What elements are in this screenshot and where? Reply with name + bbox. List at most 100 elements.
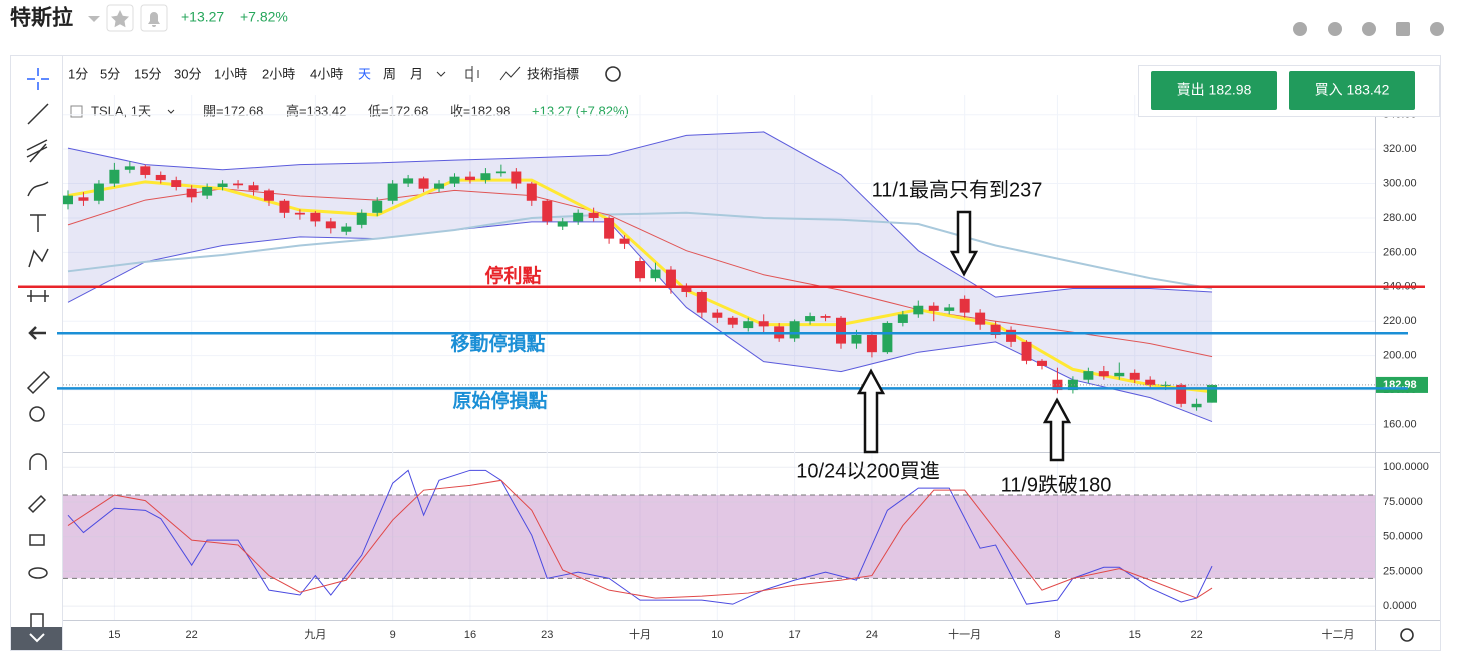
candle-body — [1114, 372, 1125, 377]
interval-button[interactable]: 天 — [358, 66, 371, 81]
interval-button[interactable]: 月 — [410, 66, 423, 81]
text-tool[interactable] — [30, 214, 46, 232]
eye-tool[interactable] — [28, 567, 48, 579]
candle-body — [1052, 379, 1063, 391]
stop-level-label: 停利點 — [484, 264, 541, 287]
candle-body — [294, 212, 305, 215]
brush-tool[interactable] — [27, 181, 49, 197]
oscillator-band — [63, 495, 1375, 579]
candle-body — [186, 188, 197, 198]
candle-body — [975, 312, 986, 325]
candle-body — [604, 217, 615, 239]
candle-body — [387, 183, 398, 201]
back-icon[interactable] — [28, 326, 46, 340]
candle-body — [588, 212, 599, 218]
candle-body — [310, 212, 321, 222]
collapse-button[interactable] — [11, 627, 62, 650]
pie-icon[interactable] — [1293, 22, 1307, 36]
candle-body — [171, 180, 182, 187]
line-tool[interactable] — [27, 103, 49, 125]
pattern-tool[interactable] — [28, 248, 49, 268]
interval-button[interactable]: 2小時 — [262, 66, 295, 81]
interval-button[interactable]: 周 — [383, 66, 396, 81]
x-tick-label: 九月 — [304, 628, 326, 641]
x-tick-label: 十月 — [629, 627, 651, 641]
x-tick-label: 9 — [390, 629, 396, 641]
x-tick-label: 十二月 — [1322, 627, 1355, 641]
ruler-tool[interactable] — [26, 370, 51, 395]
osc-tick-label: 50.0000 — [1383, 531, 1423, 543]
x-tick-label: 17 — [788, 629, 800, 641]
info-icon[interactable] — [1430, 22, 1444, 36]
fib-tool[interactable] — [26, 139, 48, 163]
axis-settings-icon[interactable] — [1400, 628, 1414, 642]
expand-icon[interactable] — [70, 105, 83, 118]
interval-button[interactable]: 15分 — [134, 66, 161, 81]
clock-icon[interactable] — [1362, 22, 1376, 36]
annotation-arrow — [1042, 397, 1072, 462]
interval-button[interactable]: 30分 — [174, 66, 201, 81]
y-tick-label: 280.00 — [1383, 212, 1417, 224]
zoom-tool[interactable] — [29, 406, 45, 422]
candle-body — [480, 173, 491, 181]
candle-body — [464, 176, 475, 181]
alert-button[interactable] — [140, 4, 168, 32]
candle-body — [233, 183, 244, 186]
candle-body — [696, 291, 707, 313]
candle-body — [727, 317, 738, 325]
lock-tool[interactable] — [29, 534, 45, 546]
candle-body — [866, 334, 877, 353]
interval-button[interactable]: 1分 — [68, 66, 88, 81]
candle-body — [820, 316, 831, 318]
candle-body — [712, 312, 723, 318]
candle-body — [1098, 371, 1109, 377]
indicator-icon[interactable] — [499, 66, 521, 81]
x-tick-label: 15 — [108, 629, 120, 641]
x-tick-label: 16 — [464, 629, 476, 641]
buy-button[interactable] — [1289, 71, 1415, 110]
candle-body — [341, 226, 352, 232]
candle-body — [325, 221, 336, 229]
candle-body — [155, 174, 166, 181]
annotation-arrow — [856, 368, 886, 454]
lock-draw-tool[interactable] — [27, 494, 47, 514]
star-button[interactable] — [106, 4, 134, 32]
candle-body — [542, 200, 553, 222]
crosshair-tool[interactable] — [27, 68, 49, 90]
candle-body — [78, 197, 89, 201]
candle-body — [1067, 379, 1078, 391]
legend-symbol: TSLA, 1天 — [91, 103, 151, 118]
dropdown-icon[interactable] — [88, 16, 100, 22]
settings-icon[interactable] — [605, 66, 621, 82]
sell-button[interactable] — [1151, 71, 1277, 110]
calendar-icon[interactable] — [1396, 22, 1410, 36]
candle-body — [635, 260, 646, 279]
buy-label: 買入 183.42 — [1315, 82, 1390, 98]
interval-button[interactable]: 5分 — [100, 66, 120, 81]
interval-button[interactable]: 1小時 — [214, 66, 247, 81]
candle-body — [124, 166, 135, 170]
candle-body — [93, 183, 104, 201]
y-tick-label: 160.00 — [1383, 418, 1417, 430]
measure-tool[interactable] — [27, 290, 49, 302]
candle-body — [263, 190, 274, 201]
annotation-arrow — [949, 210, 979, 277]
annotation: 10/24以200買進 — [796, 459, 939, 482]
magnet-tool[interactable] — [29, 453, 47, 470]
candle-body — [1207, 384, 1218, 403]
oscillator-line — [67, 469, 1213, 605]
legend-dropdown[interactable] — [167, 109, 175, 114]
sell-label: 賣出 182.98 — [1177, 82, 1252, 98]
drawing-tools — [26, 68, 51, 629]
more-intervals-icon[interactable] — [436, 71, 446, 77]
trash-tool[interactable] — [30, 613, 44, 629]
y-tick-label: 200.00 — [1383, 350, 1417, 362]
annotation: 11/9跌破180 — [1001, 473, 1112, 496]
compass-icon[interactable] — [1328, 22, 1342, 36]
bell-icon — [148, 12, 160, 27]
interval-button[interactable]: 4小時 — [310, 66, 343, 81]
candle-body — [403, 178, 414, 184]
indicators-button[interactable]: 技術指標 — [527, 66, 579, 81]
chart-type-icon[interactable] — [465, 66, 479, 82]
